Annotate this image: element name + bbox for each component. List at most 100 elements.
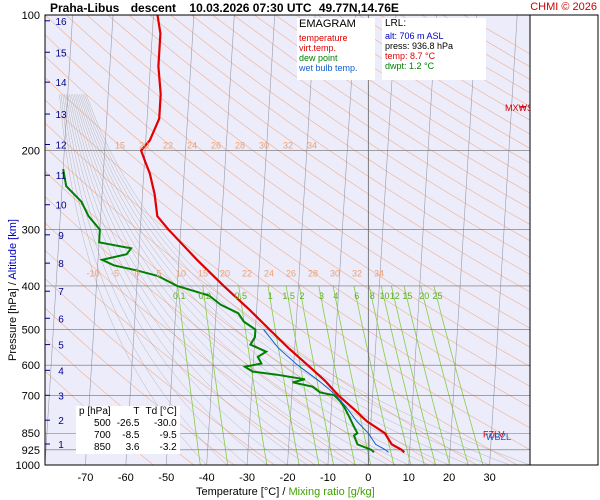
altitude-label: 7	[58, 287, 64, 298]
mixing-ratio-label: 20	[419, 291, 429, 301]
moist-adiabat	[60, 94, 228, 465]
sounding-mode: descent	[130, 1, 177, 15]
mixing-ratio-label: 10	[379, 291, 389, 301]
table-cell: -30.0	[153, 418, 177, 429]
table-cell: -26.5	[116, 418, 140, 429]
mixing-ratio-label: 25	[432, 291, 442, 301]
table-row: 850 3.6 -3.2	[76, 442, 180, 454]
dry-adiabat	[45, 34, 530, 387]
altitude-label: 8	[58, 259, 64, 270]
dry-adiabat	[149, 15, 530, 275]
moist-adiabat	[65, 94, 288, 465]
iso-label: 20	[220, 268, 230, 278]
moist-adiabat	[62, 94, 248, 465]
altitude-label: 13	[55, 110, 67, 121]
altitude-label: 3	[58, 391, 64, 402]
y-tick-label: 400	[22, 281, 40, 293]
legend-temperature: temperature	[299, 33, 348, 43]
iso-label: 32	[352, 268, 362, 278]
x-axis-separator: /	[282, 486, 286, 498]
dry-adiabat	[65, 15, 530, 348]
chart-title: Praha-Libus descent 10.03.2026 07:30 UTC…	[50, 1, 399, 15]
isotherm	[165, 15, 195, 465]
isotherm	[448, 15, 478, 465]
table-row: 500 -26.5 -30.0	[76, 418, 180, 430]
mixing-ratio-label: 0.2	[198, 291, 211, 301]
moist-adiabat	[74, 94, 389, 465]
mixing-ratio-label: 6	[354, 291, 359, 301]
isotherm	[246, 15, 276, 465]
table-cell: 500	[94, 418, 111, 429]
iso-label: 28	[235, 140, 245, 150]
mixing-ratio-label: 0.1	[173, 291, 186, 301]
lrl-temperature: temp: 8.7 °C	[385, 51, 436, 61]
y-axis-label: Pressure [hPa] / Altitude [km]	[7, 219, 19, 361]
altitude-label: 6	[58, 314, 64, 325]
station-coords: 49.77N,14.76E	[318, 1, 399, 15]
iso-label: 30	[259, 140, 269, 150]
altitude-label: 14	[55, 78, 67, 89]
iso-label: 0	[134, 268, 139, 278]
mixing-ratio-label: 12	[390, 291, 400, 301]
table-header-td: Td [°C]	[145, 406, 177, 417]
y-tick-label: 600	[22, 360, 40, 372]
iso-label: 5	[156, 268, 161, 278]
isotherm	[125, 15, 154, 465]
plot-area	[45, 15, 530, 465]
sounding-datetime: 10.03.2026 07:30 UTC	[189, 1, 312, 15]
x-tick-label: 30	[483, 472, 495, 484]
y-tick-label: 300	[22, 225, 40, 237]
iso-label: 22	[242, 268, 252, 278]
x-tick-label: -60	[118, 472, 134, 484]
legend-dew-point: dew point	[299, 53, 338, 63]
isotherm	[408, 15, 437, 465]
level-marker-label: WBZL	[486, 432, 511, 442]
y-tick-label: 925	[22, 445, 40, 457]
mixing-ratio-label: 8	[370, 291, 375, 301]
dry-adiabat	[107, 15, 530, 311]
y-tick-label: 850	[22, 428, 40, 440]
isotherm	[489, 15, 518, 465]
iso-label: 24	[187, 140, 197, 150]
dewpoint-line	[62, 168, 375, 454]
wetbulb-line	[263, 329, 389, 453]
legend-title: EMAGRAM	[299, 18, 356, 30]
altitude-label: 9	[58, 231, 64, 242]
y-tick-label: 500	[22, 325, 40, 337]
dry-adiabat	[191, 15, 530, 242]
isotherm	[368, 15, 397, 465]
isotherm	[206, 15, 235, 465]
dry-adiabat	[45, 15, 530, 367]
y-tick-label: 1000	[16, 460, 40, 472]
table-cell: -3.2	[159, 442, 177, 453]
x-tick-label: 20	[443, 472, 455, 484]
altitude-label: 10	[55, 201, 67, 212]
table-cell: -9.5	[159, 430, 177, 441]
level-marker-label: MXWS	[505, 103, 533, 113]
altitude-label: 1	[58, 440, 64, 451]
mixing-ratio-label: 0.5	[235, 291, 248, 301]
dry-adiabat	[86, 15, 530, 329]
lrl-pressure: press: 936.8 hPa	[385, 41, 454, 51]
mixing-ratio-label: 2	[299, 291, 304, 301]
iso-label: 15	[198, 268, 208, 278]
x-tick-label: 10	[403, 472, 415, 484]
iso-label: 24	[264, 268, 274, 278]
y-tick-label: 200	[22, 145, 40, 157]
iso-label: 10	[176, 268, 186, 278]
y-axis-separator: /	[7, 282, 19, 286]
altitude-label: 16	[55, 17, 67, 28]
table-header-p: p [hPa]	[79, 406, 111, 417]
isotherm	[45, 15, 73, 465]
altitude-label: 11	[56, 171, 67, 182]
summary-table: p [hPa] T Td [°C] 500 -26.5 -30.0 700 -8…	[76, 406, 180, 454]
y-tick-label: 700	[22, 390, 40, 402]
dry-adiabat	[212, 15, 530, 225]
table-header-row: p [hPa] T Td [°C]	[76, 406, 180, 418]
lrl-title: LRL:	[385, 18, 407, 29]
x-tick-label: -70	[77, 472, 93, 484]
x-axis-temperature-label: Temperature [°C]	[196, 486, 280, 498]
lrl-box: LRL: alt: 706 m ASL press: 936.8 hPa tem…	[382, 18, 486, 80]
altitude-label: 2	[58, 416, 64, 427]
moist-adiabat	[72, 94, 369, 465]
